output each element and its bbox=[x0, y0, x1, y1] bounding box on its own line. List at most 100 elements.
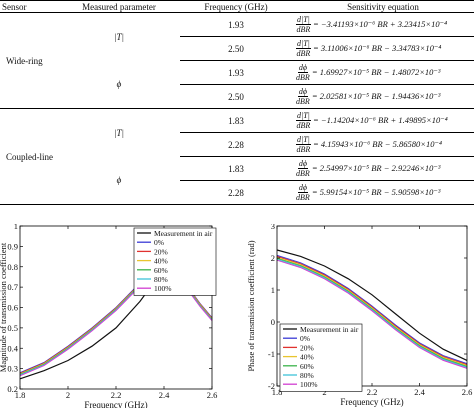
frequency-cell: 2.28 bbox=[180, 132, 292, 157]
table-body: Wide-ring |T| 1.93 d|T| dBR = −3.41193×10⁻⁶ … bbox=[0, 12, 474, 205]
header-measured-parameter: Measured parameter bbox=[58, 0, 180, 13]
legend-entry-label: 40% bbox=[300, 353, 314, 362]
derivative-denominator: dBR bbox=[296, 169, 310, 178]
equation-rhs: = 2.02581×10⁻⁵ BR − 1.94436×10⁻³ bbox=[309, 91, 441, 101]
phase-chart: 1.8 2 2.2 2.4 2.6 -2 -1 0 1 2 3 Frequency (GHz) Phas… bbox=[246, 221, 474, 408]
sensor-name-cell: Coupled-line bbox=[0, 108, 58, 205]
sensitivity-table-section: Sensor Measured parameter Frequency (GHz… bbox=[0, 0, 474, 205]
x-tick-label: 1.8 bbox=[272, 387, 283, 397]
derivative-fraction: dϕ dBR bbox=[296, 183, 310, 202]
derivative-denominator: dBR bbox=[296, 145, 311, 154]
sensitivity-table: Sensor Measured parameter Frequency (GHz… bbox=[0, 0, 474, 205]
equation-rhs: = −3.41193×10⁻⁶ BR + 3.23415×10⁻⁴ bbox=[310, 19, 448, 29]
frequency-cell: 1.93 bbox=[180, 60, 292, 85]
frequency-cell: 1.83 bbox=[180, 108, 292, 133]
series-line-5 bbox=[276, 258, 468, 368]
legend-entry-label: 100% bbox=[154, 284, 172, 293]
legend-entry-label: 80% bbox=[154, 275, 168, 284]
y-tick-label: 2 bbox=[271, 253, 275, 263]
x-tick-label: 2.6 bbox=[462, 387, 473, 397]
derivative-denominator: dBR bbox=[296, 97, 310, 106]
equation-rhs: = 1.69927×10⁻⁵ BR − 1.48072×10⁻³ bbox=[309, 67, 441, 77]
derivative-fraction: dϕ dBR bbox=[296, 159, 310, 178]
y-tick-label: 0.5 bbox=[7, 323, 18, 333]
table-row: 2.28 d|T| dBR = 4.15943×10⁻⁶ BR − 5.86580×… bbox=[0, 132, 474, 157]
equation-rhs: = 5.99154×10⁻⁵ BR − 5.90598×10⁻³ bbox=[309, 187, 441, 197]
legend-entry-label: 100% bbox=[300, 380, 318, 389]
x-axis-label: Frequency (GHz) bbox=[84, 400, 147, 408]
legend-entry-label: 60% bbox=[154, 266, 168, 275]
parameter-cell: ϕ bbox=[58, 156, 180, 205]
legend-box bbox=[279, 323, 363, 392]
legend-entry-label: 40% bbox=[154, 257, 168, 266]
x-tick-label: 1.8 bbox=[15, 390, 26, 400]
y-tick-label: -2 bbox=[268, 381, 275, 391]
series-line-0 bbox=[276, 249, 468, 361]
sensitivity-equation-cell: d|T| dBR = −1.14204×10⁻⁶ BR + 1.49895×10⁻… bbox=[292, 108, 474, 133]
legend-entry-label: Measurement in air bbox=[154, 229, 213, 238]
sensitivity-equation-cell: dϕ dBR = 2.02581×10⁻⁵ BR − 1.94436×10⁻³ bbox=[292, 84, 474, 109]
derivative-denominator: dBR bbox=[296, 25, 311, 34]
header-sensor: Sensor bbox=[0, 0, 58, 13]
y-tick-label: 0.6 bbox=[7, 303, 18, 313]
derivative-numerator: d|T| bbox=[296, 135, 311, 145]
derivative-numerator: d|T| bbox=[296, 15, 311, 25]
derivative-numerator: dϕ bbox=[297, 159, 308, 169]
derivative-numerator: dϕ bbox=[297, 63, 308, 73]
sensor-name-cell: Wide-ring bbox=[0, 12, 58, 109]
derivative-numerator: dϕ bbox=[297, 87, 308, 97]
parameter-cell: |T| bbox=[114, 31, 124, 42]
y-tick-label: -1 bbox=[268, 349, 275, 359]
y-tick-label: 0 bbox=[271, 317, 275, 327]
frequency-cell: 1.83 bbox=[180, 156, 292, 181]
sensitivity-equation-cell: d|T| dBR = −3.41193×10⁻⁶ BR + 3.23415×10⁻… bbox=[292, 12, 474, 37]
legend-entry-label: 80% bbox=[300, 371, 314, 380]
table-row: 2.50 d|T| dBR = 3.11006×10⁻⁶ BR − 3.34783×… bbox=[0, 36, 474, 61]
legend-entry-label: Measurement in air bbox=[300, 325, 359, 334]
derivative-denominator: dBR bbox=[296, 49, 311, 58]
derivative-numerator: d|T| bbox=[296, 39, 311, 49]
x-tick-label: 2.6 bbox=[207, 390, 218, 400]
legend-entry-label: 20% bbox=[300, 343, 314, 352]
header-sensitivity-equation: Sensitivity equation bbox=[292, 0, 474, 13]
equation-rhs: = 4.15943×10⁻⁶ BR − 5.86580×10⁻⁴ bbox=[310, 139, 442, 149]
x-tick-label: 2 bbox=[322, 387, 326, 397]
parameter-cell: |T| bbox=[114, 127, 124, 138]
series-line-6 bbox=[276, 259, 468, 369]
x-axis-label: Frequency (GHz) bbox=[340, 397, 403, 407]
derivative-fraction: d|T| dBR bbox=[296, 15, 311, 34]
table-row: Wide-ring |T| 1.93 d|T| dBR = −3.41193×10⁻⁶ … bbox=[0, 12, 474, 109]
sensitivity-equation-cell: dϕ dBR = 5.99154×10⁻⁵ BR − 5.90598×10⁻³ bbox=[292, 180, 474, 205]
y-axis-label: Magnitude of transmission coefficient bbox=[0, 242, 8, 372]
x-tick-label: 2.4 bbox=[159, 390, 170, 400]
frequency-cell: 1.93 bbox=[180, 12, 292, 37]
derivative-numerator: d|T| bbox=[296, 111, 311, 121]
derivative-numerator: dϕ bbox=[297, 183, 308, 193]
legend-entry-label: 0% bbox=[154, 238, 164, 247]
table-row: Coupled-line |T| 1.83 d|T| dBR = −1.14204×10… bbox=[0, 108, 474, 205]
series-line-2 bbox=[276, 255, 468, 366]
frequency-cell: 2.28 bbox=[180, 180, 292, 205]
equation-rhs: = −1.14204×10⁻⁶ BR + 1.49895×10⁻⁴ bbox=[310, 115, 448, 125]
equation-rhs: = 2.54997×10⁻⁵ BR − 2.92246×10⁻³ bbox=[309, 163, 441, 173]
sensitivity-equation-cell: d|T| dBR = 3.11006×10⁻⁶ BR − 3.34783×10⁻⁴ bbox=[292, 36, 474, 61]
y-tick-label: 0.7 bbox=[7, 282, 18, 292]
derivative-fraction: dϕ dBR bbox=[296, 63, 310, 82]
derivative-denominator: dBR bbox=[296, 193, 310, 202]
parameter-cell: ϕ bbox=[58, 60, 180, 109]
legend-entry-label: 0% bbox=[300, 334, 310, 343]
y-tick-label: 3 bbox=[271, 224, 275, 231]
y-tick-label: 0.9 bbox=[7, 241, 18, 251]
legend-entry-label: 20% bbox=[154, 247, 168, 256]
y-axis-label: Phase of transmission coefficient (rad) bbox=[246, 240, 256, 371]
table-row: 2.28 dϕ dBR = 5.99154×10⁻⁵ BR − 5.90598×10… bbox=[0, 180, 474, 205]
derivative-fraction: dϕ dBR bbox=[296, 87, 310, 106]
series-line-1 bbox=[276, 254, 468, 365]
frequency-cell: 2.50 bbox=[180, 84, 292, 109]
table-header-row: Sensor Measured parameter Frequency (GHz… bbox=[0, 0, 474, 13]
derivative-fraction: d|T| dBR bbox=[296, 135, 311, 154]
series-line-4 bbox=[276, 257, 468, 367]
y-tick-label: 0.2 bbox=[7, 384, 18, 394]
